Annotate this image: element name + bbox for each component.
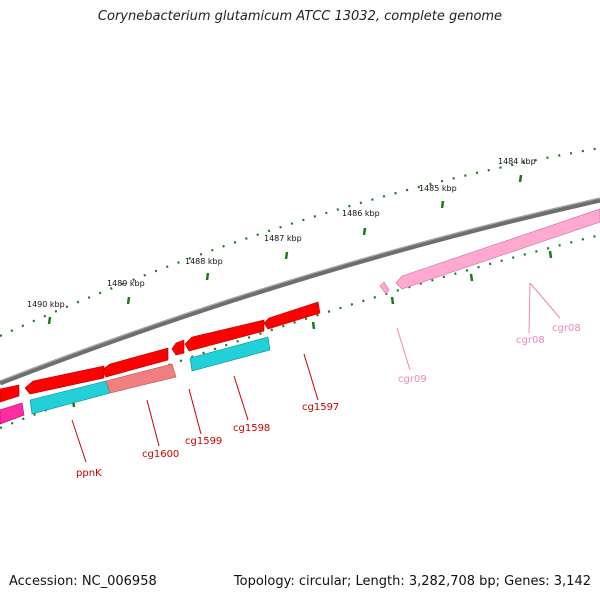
kbp-label: 1484 kbp xyxy=(498,157,536,166)
kbp-label: 1487 kbp xyxy=(264,234,302,243)
cds-arrow-small xyxy=(171,339,185,356)
gene-label-ppnk: ppnK xyxy=(76,468,102,479)
leader-cgr08-a xyxy=(528,282,531,334)
major-tick xyxy=(362,227,367,236)
inner-dotted-ticks xyxy=(0,233,600,430)
kbp-label: 1485 kbp xyxy=(419,184,457,193)
gene-label-cgr09: cgr09 xyxy=(398,374,427,385)
cds-arrow-cg1600 xyxy=(101,347,169,378)
major-tick xyxy=(548,250,553,259)
topology-summary: Topology: circular; Length: 3,282,708 bp… xyxy=(233,574,591,589)
cds-arrow-cg1597 xyxy=(263,301,321,330)
cds-features-outer xyxy=(0,301,321,403)
cds-arrow-light-cg1600 xyxy=(105,363,177,394)
kbp-label: 1486 kbp xyxy=(342,209,380,218)
genome-backbone-highlight xyxy=(0,197,600,382)
outer-major-ticks xyxy=(47,174,523,325)
cds-arrow-ppnk-region xyxy=(24,365,105,395)
major-tick xyxy=(311,321,316,330)
leader-cg1600 xyxy=(146,399,160,447)
major-tick xyxy=(126,296,131,305)
leader-cgr09 xyxy=(396,327,411,371)
gene-label-cg1598: cg1598 xyxy=(233,423,270,434)
rrna-arrow-cgr09 xyxy=(379,281,390,295)
major-tick xyxy=(469,273,474,282)
major-tick xyxy=(518,174,523,183)
gene-label-cgr08-a: cgr08 xyxy=(516,335,545,346)
major-tick xyxy=(205,272,210,281)
leader-cg1598 xyxy=(233,375,249,421)
kbp-label: 1489 kbp xyxy=(107,279,145,288)
leader-cgr08-b xyxy=(529,282,561,319)
gene-label-cg1597: cg1597 xyxy=(302,402,339,413)
rrna-arrow-cgr08 xyxy=(395,208,600,290)
cds-features-inner xyxy=(0,336,271,425)
gene-label-cg1600: cg1600 xyxy=(142,449,179,460)
leader-ppnk xyxy=(71,419,87,463)
label-leaders xyxy=(71,282,561,463)
cds-arrow-cg1598 xyxy=(184,319,265,352)
gene-labels: ppnK cg1600 cg1599 cg1598 cg1597 cgr09 c… xyxy=(76,323,581,479)
rrna-features xyxy=(379,208,600,295)
leader-cg1599 xyxy=(188,388,202,435)
cds-arrow-magenta xyxy=(0,402,25,425)
major-tick xyxy=(47,316,52,325)
outer-tick-ring xyxy=(0,146,600,338)
gene-label-cg1599: cg1599 xyxy=(185,436,222,447)
genome-backbone xyxy=(0,197,600,386)
gene-label-cgr08-b: cgr08 xyxy=(552,323,581,334)
major-tick xyxy=(440,200,445,209)
cds-arrow-left-edge xyxy=(0,384,20,403)
inner-tick-ring xyxy=(0,233,600,430)
accession-text: Accession: NC_006958 xyxy=(9,574,157,589)
major-tick xyxy=(284,251,289,260)
leader-cg1597 xyxy=(303,353,319,401)
kbp-label: 1490 kbp xyxy=(27,300,65,309)
map-title: Corynebacterium glutamicum ATCC 13032, c… xyxy=(97,9,503,24)
major-tick xyxy=(390,296,395,305)
kbp-labels: 1490 kbp 1489 kbp 1488 kbp 1487 kbp 1486… xyxy=(27,157,536,309)
kbp-label: 1488 kbp xyxy=(185,257,223,266)
cds-arrow-cyan-cg1598 xyxy=(189,336,271,372)
